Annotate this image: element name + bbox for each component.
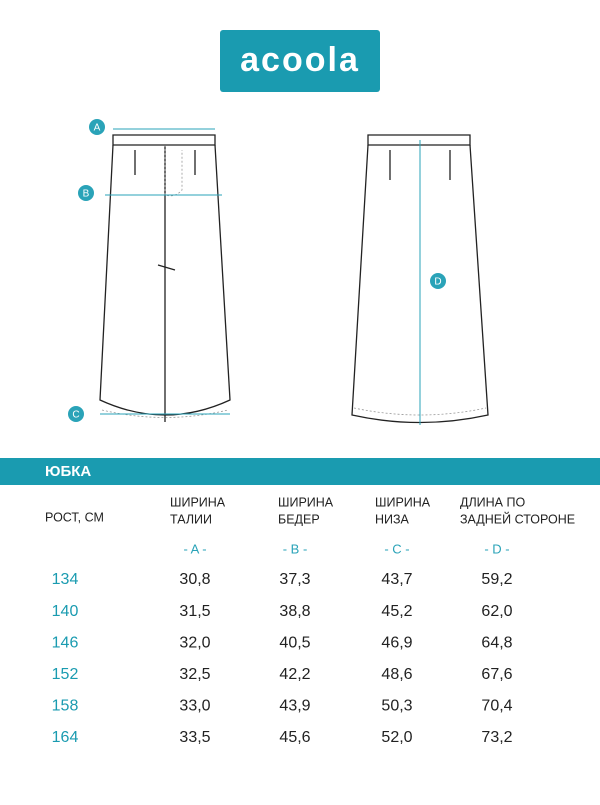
label-letter: D: [434, 277, 441, 288]
value-cell: 45,6: [279, 729, 310, 746]
label-letter: B: [83, 189, 90, 200]
value-cell: 38,8: [279, 603, 310, 620]
dimension-labels: A B C D: [68, 119, 446, 422]
value-cell: 43,7: [381, 571, 412, 588]
column-header: ШИРИНА: [170, 495, 226, 509]
value-cell: 31,5: [179, 603, 210, 620]
column-marker: - A -: [183, 541, 206, 556]
section-title: ЮБКА: [45, 463, 91, 480]
value-cell: 43,9: [279, 698, 310, 715]
value-cell: 48,6: [381, 666, 412, 683]
value-cell: 30,8: [179, 571, 210, 588]
column-header: ШИРИНА: [278, 495, 334, 509]
value-cell: 70,4: [481, 698, 512, 715]
value-cell: 32,0: [179, 634, 210, 651]
column-header: НИЗА: [375, 512, 410, 526]
value-cell: 37,3: [279, 571, 310, 588]
height-cell: 152: [52, 666, 79, 683]
height-cell: 146: [52, 634, 79, 651]
height-cell: 158: [52, 698, 79, 715]
back-skirt: [351, 134, 489, 425]
value-cell: 42,2: [279, 666, 310, 683]
value-cell: 59,2: [481, 571, 512, 588]
value-cell: 64,8: [481, 634, 512, 651]
label-circle: [78, 185, 94, 201]
value-cell: 45,2: [381, 603, 412, 620]
column-header: ДЛИНА ПО: [460, 495, 525, 509]
logo-box: [220, 30, 380, 92]
label-circle: [68, 406, 84, 422]
value-cell: 32,5: [179, 666, 210, 683]
height-cell: 164: [52, 729, 79, 746]
column-header: РОСТ, СМ: [45, 510, 104, 524]
column-header: ШИРИНА: [375, 495, 431, 509]
label-circle: [89, 119, 105, 135]
value-cell: 33,5: [179, 729, 210, 746]
value-cell: 50,3: [381, 698, 412, 715]
value-cell: 46,9: [381, 634, 412, 651]
column-marker: - B -: [283, 541, 308, 556]
label-letter: C: [72, 410, 79, 421]
value-cell: 33,0: [179, 698, 210, 715]
column-marker: - D -: [484, 541, 509, 556]
section-bar: [0, 458, 600, 485]
value-cell: 62,0: [481, 603, 512, 620]
table: РОСТ, СМ ШИРИНА ТАЛИИ ШИРИНА БЕДЕР ШИРИНА НИЗА…: [45, 495, 575, 746]
label-letter: A: [94, 123, 101, 134]
column-header: ЗАДНЕЙ СТОРОНЕ: [460, 511, 575, 526]
logo: acoola: [240, 41, 360, 79]
value-cell: 67,6: [481, 666, 512, 683]
height-cell: 134: [52, 571, 79, 588]
column-header: БЕДЕР: [278, 512, 320, 526]
front-skirt: [99, 128, 231, 422]
column-marker: - C -: [384, 541, 409, 556]
height-cell: 140: [52, 603, 79, 620]
label-circle: [430, 273, 446, 289]
column-header: ТАЛИИ: [170, 512, 212, 526]
value-cell: 52,0: [381, 729, 412, 746]
value-cell: 40,5: [279, 634, 310, 651]
value-cell: 73,2: [481, 729, 512, 746]
